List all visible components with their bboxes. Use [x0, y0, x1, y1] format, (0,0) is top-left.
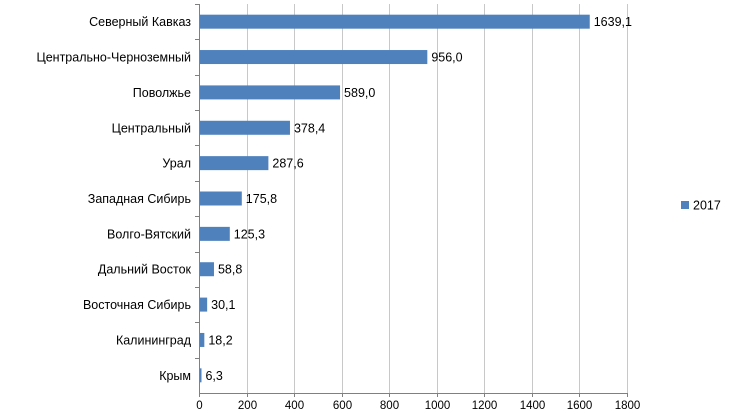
legend-label-2017: 2017 [693, 199, 721, 213]
tick-labels: 0 200 400 600 800 1000 1200 1400 1600 1800 [196, 400, 640, 412]
bar [200, 332, 205, 347]
bars [200, 14, 590, 383]
data-label: 125,3 [234, 227, 265, 241]
bar [200, 191, 242, 206]
category-label: Северный Кавказ [89, 15, 191, 29]
data-label: 175,8 [246, 192, 277, 206]
bar [200, 262, 214, 277]
x-tick-label: 1600 [567, 400, 593, 412]
x-tick-label: 600 [333, 400, 352, 412]
data-label: 589,0 [344, 86, 375, 100]
x-tick-label: 1200 [472, 400, 498, 412]
category-label: Калининград [116, 333, 192, 347]
category-label: Центральный [112, 121, 191, 135]
legend: 2017 [681, 199, 721, 213]
axes [195, 4, 628, 397]
bar [200, 85, 341, 100]
x-tick-label: 200 [238, 400, 257, 412]
data-label: 1639,1 [594, 15, 632, 29]
data-label: 30,1 [211, 298, 235, 312]
data-label: 18,2 [208, 333, 232, 347]
data-label: 956,0 [431, 51, 462, 65]
data-label: 378,4 [294, 121, 325, 135]
category-label: Западная Сибирь [88, 192, 191, 206]
category-label: Волго-Вятский [107, 227, 191, 241]
x-tick-label: 1800 [615, 400, 641, 412]
x-tick-label: 800 [380, 400, 399, 412]
category-label: Урал [162, 157, 191, 171]
data-label: 58,8 [218, 263, 242, 277]
bar [200, 226, 230, 241]
category-label: Поволжье [133, 86, 191, 100]
legend-swatch-2017 [681, 201, 689, 209]
bar [200, 14, 590, 29]
data-label: 6,3 [205, 369, 222, 383]
bar [200, 368, 202, 383]
data-label: 287,6 [272, 157, 303, 171]
category-label: Восточная Сибирь [83, 298, 191, 312]
category-label: Центрально-Черноземный [36, 51, 191, 65]
category-labels: Северный Кавказ Центрально-Черноземный Пов… [36, 15, 191, 383]
x-tick-label: 0 [196, 400, 202, 412]
category-label: Крым [159, 369, 191, 383]
bar [200, 120, 290, 135]
bar [200, 156, 269, 171]
x-tick-label: 1400 [520, 400, 546, 412]
bar [200, 297, 208, 312]
x-tick-label: 400 [285, 400, 304, 412]
gridlines [247, 4, 628, 393]
data-labels: 1639,1 956,0 589,0 378,4 287,6 175,8 125,3 58,8… [205, 15, 632, 383]
x-tick-label: 1000 [425, 400, 451, 412]
category-label: Дальний Восток [98, 263, 192, 277]
bar [200, 50, 428, 65]
